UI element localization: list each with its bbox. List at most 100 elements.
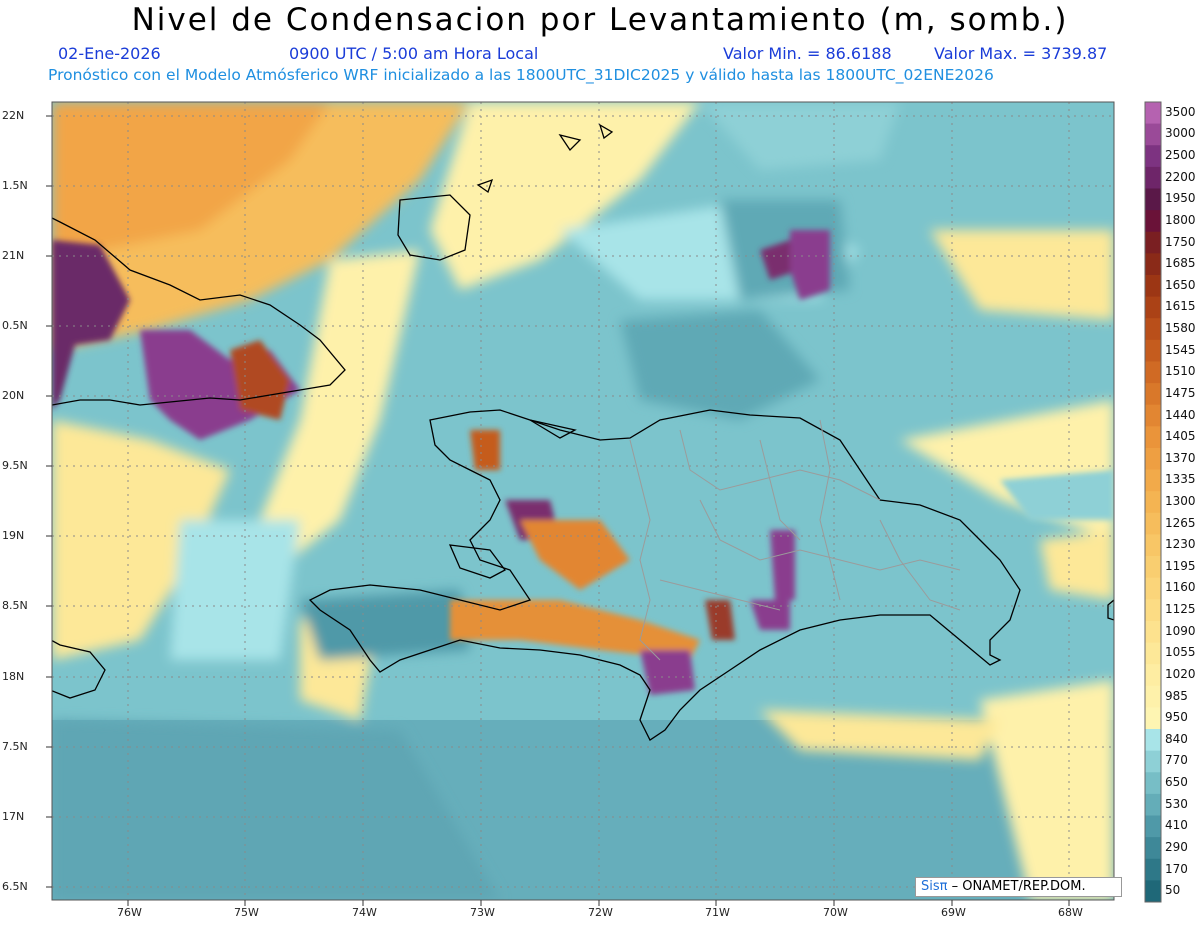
colorbar-swatch bbox=[1145, 447, 1161, 471]
colorbar-swatch bbox=[1145, 858, 1161, 881]
colorbar-swatch bbox=[1145, 837, 1161, 860]
coastlines bbox=[52, 123, 1114, 741]
colorbar-swatch bbox=[1145, 577, 1161, 600]
lon-label: 74W bbox=[352, 906, 377, 919]
forecast-info: Pronóstico con el Modelo Atmósferico WRF… bbox=[48, 66, 994, 84]
colorbar-swatch bbox=[1145, 793, 1161, 817]
colorbar-swatch bbox=[1145, 383, 1161, 406]
lon-label: 70W bbox=[823, 906, 848, 919]
colorbar-swatch bbox=[1145, 772, 1161, 795]
colorbar-swatch bbox=[1145, 231, 1161, 254]
colorbar-swatch bbox=[1145, 102, 1161, 125]
coast-cuba bbox=[52, 217, 346, 406]
lat-label: 19N bbox=[2, 529, 25, 542]
lat-label: 21N bbox=[2, 249, 25, 262]
colorbar-label: 840 bbox=[1165, 731, 1188, 746]
lcl-shading bbox=[52, 102, 1114, 900]
max-value: Valor Max. = 3739.87 bbox=[934, 44, 1108, 63]
coast-islet-1 bbox=[558, 133, 582, 152]
colorbar-label: 1750 bbox=[1165, 234, 1196, 249]
colorbar-swatch bbox=[1145, 664, 1161, 687]
colorbar-label: 1370 bbox=[1165, 450, 1196, 465]
colorbar-label: 1090 bbox=[1165, 623, 1196, 638]
colorbar-label: 170 bbox=[1165, 861, 1188, 876]
colorbar-swatch bbox=[1145, 274, 1161, 298]
axis-ticks bbox=[46, 115, 1070, 906]
colorbar-swatch bbox=[1145, 210, 1161, 233]
colorbar-swatch bbox=[1145, 318, 1161, 341]
forecast-time: 0900 UTC / 5:00 am Hora Local bbox=[289, 44, 539, 63]
lat-label: 18N bbox=[2, 670, 25, 683]
colorbar bbox=[1144, 101, 1162, 903]
colorbar-label: 2200 bbox=[1165, 169, 1196, 184]
colorbar-label: 50 bbox=[1165, 883, 1181, 898]
credit-brand: Sisπ bbox=[921, 879, 948, 894]
colorbar-swatch bbox=[1145, 404, 1161, 427]
map-frame bbox=[51, 101, 1115, 901]
lat-label: 1.5N bbox=[2, 179, 28, 192]
colorbar-swatch bbox=[1145, 426, 1161, 449]
colorbar-label: 1685 bbox=[1165, 256, 1196, 271]
coast-hispaniola bbox=[308, 409, 1021, 741]
colorbar-swatch bbox=[1145, 685, 1161, 708]
colorbar-swatch bbox=[1145, 296, 1161, 319]
colorbar-label: 950 bbox=[1165, 710, 1188, 725]
colorbar-label: 1950 bbox=[1165, 191, 1196, 206]
colorbar-swatch bbox=[1145, 339, 1161, 362]
colorbar-label: 290 bbox=[1165, 839, 1188, 854]
colorbar-swatch bbox=[1145, 750, 1161, 773]
colorbar-swatch bbox=[1145, 253, 1161, 276]
forecast-date: 02-Ene-2026 bbox=[58, 44, 161, 63]
colorbar-swatch bbox=[1145, 880, 1161, 903]
credit-text: – ONAMET/REP.DOM. bbox=[947, 879, 1086, 894]
coast-jamaica bbox=[52, 639, 106, 699]
colorbar-label: 1800 bbox=[1165, 212, 1196, 227]
colorbar-label: 1265 bbox=[1165, 515, 1196, 530]
colorbar-label: 1545 bbox=[1165, 342, 1196, 357]
colorbar-label: 3500 bbox=[1165, 104, 1196, 119]
colorbar-swatch bbox=[1145, 707, 1161, 730]
colorbar-label: 650 bbox=[1165, 775, 1188, 790]
lon-label: 75W bbox=[234, 906, 259, 919]
lat-label: 8.5N bbox=[2, 599, 28, 612]
coast-islet-2 bbox=[598, 123, 614, 140]
colorbar-swatch bbox=[1145, 145, 1161, 168]
lon-label: 76W bbox=[117, 906, 142, 919]
colorbar-label: 1650 bbox=[1165, 277, 1196, 292]
colorbar-label: 1125 bbox=[1165, 602, 1196, 617]
colorbar-frame bbox=[1144, 101, 1162, 903]
colorbar-label: 1300 bbox=[1165, 494, 1196, 508]
colorbar-label: 1230 bbox=[1165, 537, 1196, 552]
lat-label: 17N bbox=[2, 810, 25, 823]
coast-tortuga bbox=[529, 419, 577, 439]
colorbar-label: 1160 bbox=[1165, 580, 1196, 595]
lat-label: 9.5N bbox=[2, 459, 28, 472]
lon-label: 69W bbox=[941, 906, 966, 919]
graticule bbox=[52, 102, 1114, 900]
colorbar-label: 1580 bbox=[1165, 321, 1196, 336]
colorbar-label: 985 bbox=[1165, 688, 1188, 703]
colorbar-swatch bbox=[1145, 642, 1161, 665]
colorbar-swatch bbox=[1145, 361, 1161, 384]
colorbar-label: 1055 bbox=[1165, 645, 1196, 660]
colorbar-label: 410 bbox=[1165, 818, 1188, 833]
colorbar-swatch bbox=[1145, 556, 1161, 579]
colorbar-label: 1020 bbox=[1165, 666, 1196, 681]
colorbar-label: 1440 bbox=[1165, 407, 1196, 422]
colorbar-swatch bbox=[1145, 729, 1161, 752]
colorbar-label: 1615 bbox=[1165, 299, 1196, 314]
colorbar-swatch bbox=[1145, 166, 1161, 189]
colorbar-swatch bbox=[1145, 469, 1161, 492]
colorbar-swatch bbox=[1145, 534, 1161, 557]
colorbar-swatch bbox=[1145, 491, 1161, 514]
map-title: Nivel de Condensacion por Levantamiento … bbox=[131, 2, 1069, 38]
lon-label: 68W bbox=[1058, 906, 1083, 919]
lat-label: 0.5N bbox=[2, 319, 28, 332]
lon-label: 71W bbox=[705, 906, 730, 919]
colorbar-label: 2500 bbox=[1165, 148, 1196, 163]
colorbar-swatch bbox=[1145, 188, 1161, 211]
coast-gonave bbox=[448, 544, 506, 579]
colorbar-label: 530 bbox=[1165, 796, 1188, 811]
colorbar-label: 1510 bbox=[1165, 364, 1196, 379]
